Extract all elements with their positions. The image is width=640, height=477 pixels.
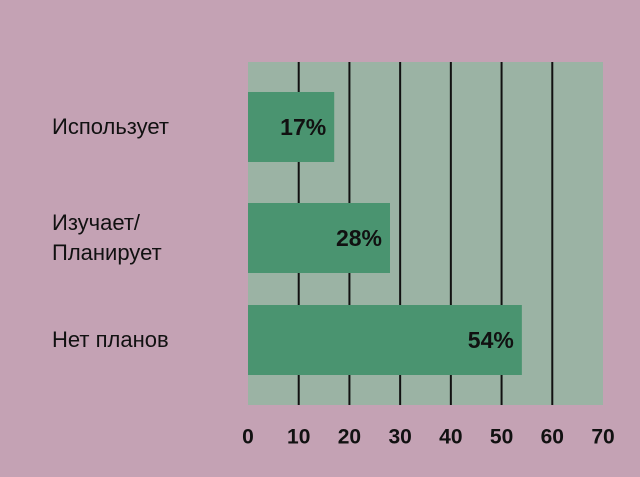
value-label: 54%	[468, 327, 514, 353]
category-label: Использует	[52, 114, 169, 139]
value-label: 28%	[336, 225, 382, 251]
x-tick-label: 70	[591, 426, 614, 449]
bar	[248, 305, 522, 375]
value-label: 17%	[280, 114, 326, 140]
x-tick-label: 20	[338, 426, 361, 449]
x-tick-label: 60	[541, 426, 564, 449]
bar	[248, 92, 335, 162]
category-label: Нет планов	[52, 327, 169, 352]
x-tick-label: 0	[242, 426, 254, 449]
x-tick-label: 30	[388, 426, 411, 449]
bar	[248, 203, 390, 273]
x-tick-label: 50	[490, 426, 513, 449]
x-tick-label: 10	[287, 426, 310, 449]
x-tick-label: 40	[439, 426, 462, 449]
category-label: Изучает/ Планирует	[52, 210, 162, 265]
